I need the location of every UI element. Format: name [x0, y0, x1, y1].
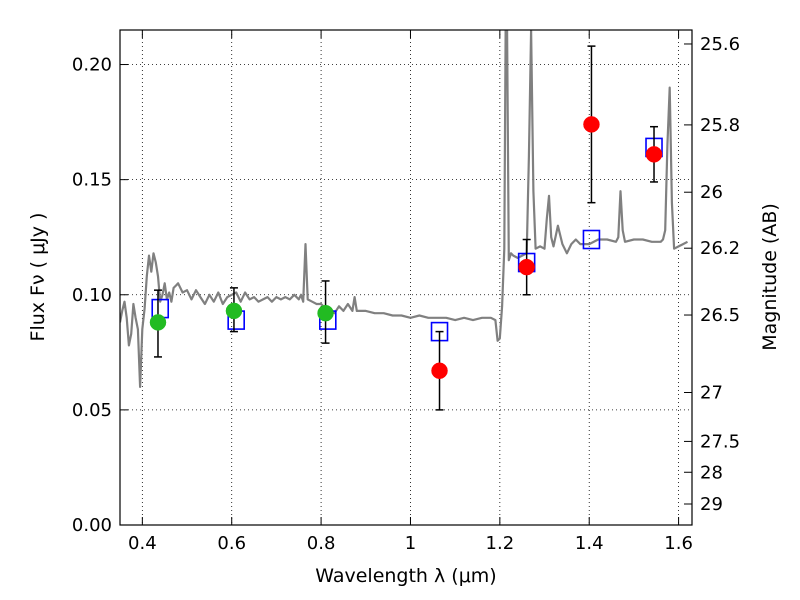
y-tick-label: 0.10 [72, 285, 112, 306]
x-axis-label: Wavelength λ (μm) [315, 565, 496, 587]
x-tick-label: 1 [405, 533, 416, 554]
red-data-point [645, 146, 663, 163]
x-tick-label: 0.8 [307, 533, 336, 554]
y-tick-label: 0.05 [72, 400, 112, 421]
axes: 0.4 0.6 0.8 1 1.2 1.4 1.6 0.00 0.05 0.10 0.15 0.20 2… [72, 30, 740, 554]
model-photometry-square [582, 229, 601, 250]
red-data-point [518, 258, 535, 276]
y2-tick-label: 25.8 [700, 115, 740, 136]
red-data-point [583, 116, 600, 133]
y2-tick-label: 27 [700, 383, 723, 404]
y-tick-label: 0.15 [72, 170, 112, 191]
x-tick-label: 1.6 [664, 533, 693, 554]
y2-tick-label: 27.5 [700, 431, 740, 452]
x-tick-label: 0.4 [128, 533, 157, 554]
x-tick-label: 0.6 [217, 533, 246, 554]
plot-frame [119, 29, 693, 526]
y-tick-label: 0.20 [72, 55, 112, 76]
green-data-point [149, 314, 167, 331]
y-axis-label: Flux Fν ( μJy ) [27, 213, 49, 342]
y2-tick-label: 26 [700, 182, 723, 203]
plot-area [120, 30, 689, 411]
red-data-point [431, 362, 448, 379]
y2-tick-label: 28 [700, 462, 723, 483]
y2-tick-label: 29 [700, 494, 723, 515]
y2-tick-label: 25.6 [700, 34, 740, 55]
grid [120, 30, 692, 526]
model-spectrum-line [120, 30, 689, 388]
y2-tick-label: 26.5 [700, 305, 740, 326]
y-tick-label: 0.00 [72, 515, 112, 536]
green-data-point [225, 302, 243, 320]
y2-tick-label: 26.2 [700, 238, 740, 259]
green-data-point [317, 304, 334, 322]
x-tick-label: 1.4 [575, 533, 604, 554]
x-tick-label: 1.2 [486, 533, 515, 554]
y2-axis-label: Magnitude (AB) [759, 203, 781, 351]
